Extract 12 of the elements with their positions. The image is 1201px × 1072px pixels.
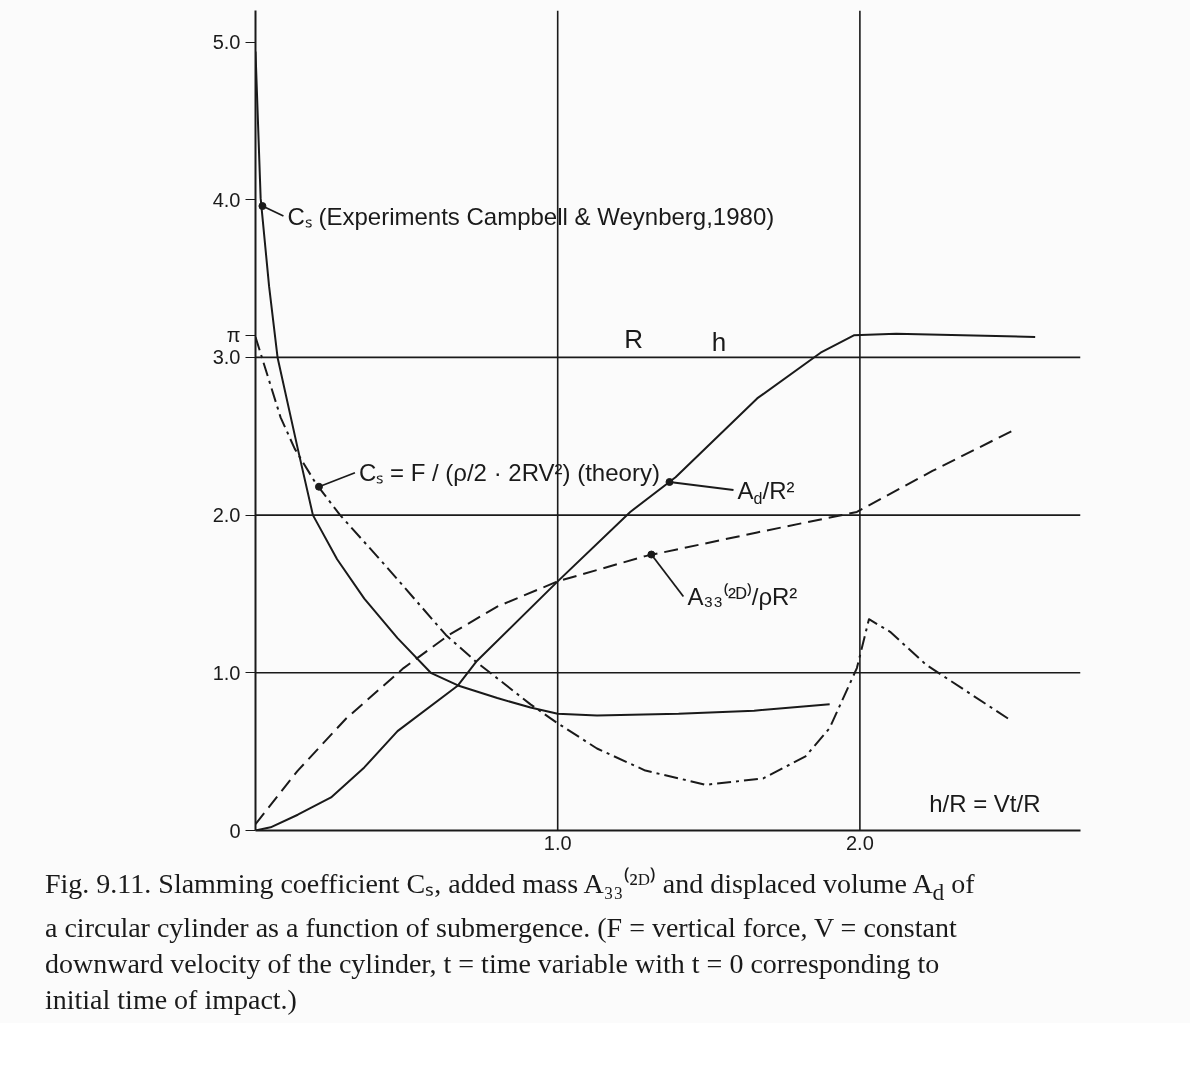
y-tick-label: 5.0: [212, 31, 241, 54]
annotation: R: [624, 323, 643, 354]
annotation: h: [711, 326, 727, 357]
y-tick-label: 0: [229, 819, 241, 842]
y-tick-label: 3.0: [212, 346, 241, 369]
y-tick-label: π: [226, 324, 241, 347]
caption: Fig. 9.11. Slamming coefficient Cₛ, added mass A₃₃⁽²ᴰ⁾ and displaced volume A$_{d}$ of a circular cylinder as a function of submergence. (F = vertical force, V = constant downward velocity of the cylinder, t = time variable with t = 0 corresponding to initial time of impact.): [45, 866, 975, 1017]
y-tick-label: 4.0: [212, 188, 241, 211]
y-tick-label: 1.0: [212, 661, 241, 684]
y-tick-label: 2.0: [212, 504, 241, 527]
annotation: A₃₃⁽²ᴰ⁾/ρR²: [687, 583, 798, 611]
x-axis-title: h/R = Vt/R: [929, 789, 1041, 817]
